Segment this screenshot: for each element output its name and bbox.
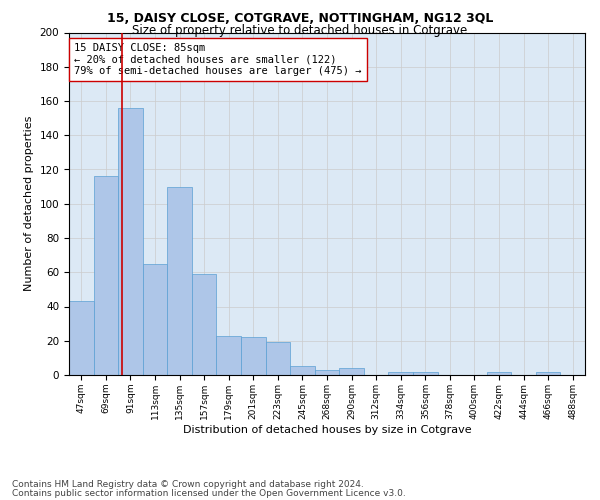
X-axis label: Distribution of detached houses by size in Cotgrave: Distribution of detached houses by size …	[182, 424, 472, 434]
Bar	[339, 368, 364, 375]
Bar	[266, 342, 290, 375]
Bar	[241, 338, 266, 375]
Bar	[143, 264, 167, 375]
Bar	[69, 302, 94, 375]
Text: Contains public sector information licensed under the Open Government Licence v3: Contains public sector information licen…	[12, 490, 406, 498]
Bar	[192, 274, 217, 375]
Bar	[167, 186, 192, 375]
Text: 15, DAISY CLOSE, COTGRAVE, NOTTINGHAM, NG12 3QL: 15, DAISY CLOSE, COTGRAVE, NOTTINGHAM, N…	[107, 12, 493, 26]
Bar	[118, 108, 143, 375]
Bar	[290, 366, 315, 375]
Bar	[315, 370, 339, 375]
Text: Size of property relative to detached houses in Cotgrave: Size of property relative to detached ho…	[133, 24, 467, 37]
Bar	[94, 176, 118, 375]
Bar	[217, 336, 241, 375]
Bar	[536, 372, 560, 375]
Bar	[388, 372, 413, 375]
Y-axis label: Number of detached properties: Number of detached properties	[24, 116, 34, 292]
Text: 15 DAISY CLOSE: 85sqm
← 20% of detached houses are smaller (122)
79% of semi-det: 15 DAISY CLOSE: 85sqm ← 20% of detached …	[74, 43, 362, 76]
Text: Contains HM Land Registry data © Crown copyright and database right 2024.: Contains HM Land Registry data © Crown c…	[12, 480, 364, 489]
Bar	[413, 372, 437, 375]
Bar	[487, 372, 511, 375]
